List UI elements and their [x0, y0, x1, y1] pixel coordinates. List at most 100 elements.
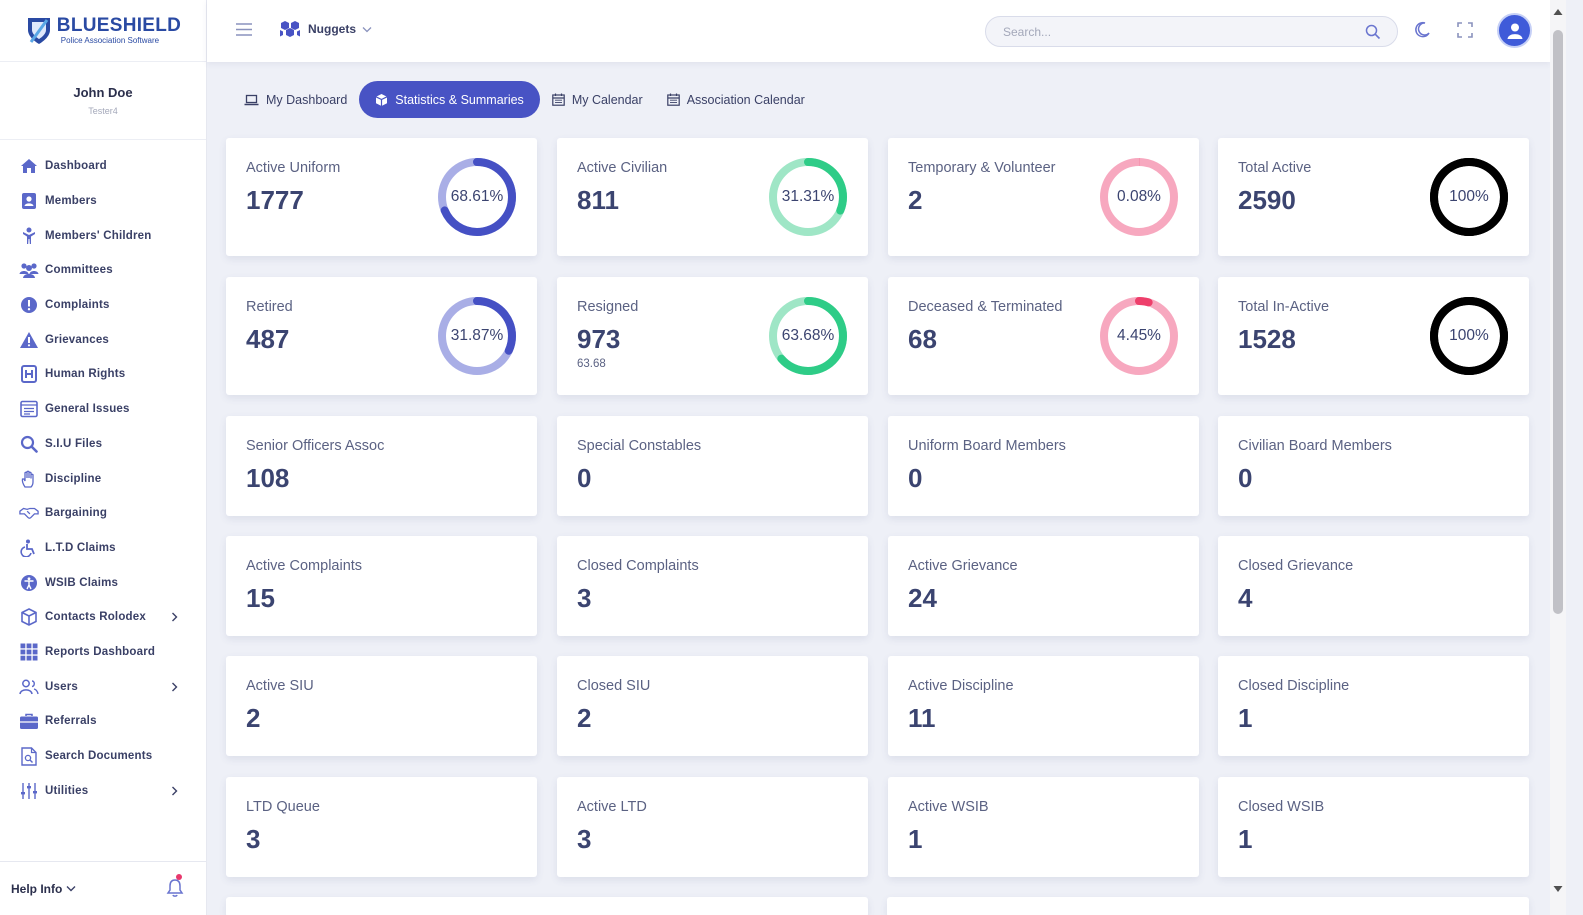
stat-card-active-ltd[interactable]: Active LTD 3 [557, 777, 868, 877]
stat-card-temporary-volunteer[interactable]: Temporary & Volunteer 2 0.08% [888, 138, 1199, 256]
stat-card-active-wsib[interactable]: Active WSIB 1 [888, 777, 1199, 877]
user-avatar[interactable] [1497, 13, 1532, 48]
sidebar-item-grievances[interactable]: Grievances [0, 322, 206, 357]
stat-card-active-discipline[interactable]: Active Discipline 11 [888, 656, 1199, 756]
stat-card-closed-siu[interactable]: Closed SIU 2 [557, 656, 868, 756]
sidebar-item-utilities[interactable]: Utilities [0, 773, 206, 808]
sidebar-item-wsib-claims[interactable]: WSIB Claims [0, 565, 206, 600]
sidebar-item-discipline[interactable]: Discipline [0, 461, 206, 496]
cube-icon [19, 607, 39, 627]
stat-card-active-siu[interactable]: Active SIU 2 [226, 656, 537, 756]
stat-value: 973 [577, 324, 621, 354]
stat-card-total-in-active[interactable]: Total In-Active 1528 100% [1218, 277, 1529, 395]
sidebar-item-committees[interactable]: Committees [0, 253, 206, 288]
scrollbar-thumb[interactable] [1553, 30, 1563, 614]
stat-label: Active Discipline [908, 678, 1014, 694]
sidebar-item-dashboard[interactable]: Dashboard [0, 149, 206, 184]
stat-card-closed-grievance[interactable]: Closed Grievance 4 [1218, 536, 1529, 636]
stat-card-active-civilian[interactable]: Active Civilian 811 31.31% [557, 138, 868, 256]
wheelchair-icon [19, 538, 39, 558]
scroll-down-icon[interactable] [1553, 885, 1563, 893]
percent-donut-chart [438, 158, 516, 236]
stat-card-ltd-queue[interactable]: LTD Queue 3 [226, 777, 537, 877]
tab-my-calendar[interactable]: My Calendar [540, 81, 655, 118]
stat-label: Deceased & Terminated [908, 299, 1063, 315]
stat-card-special-constables[interactable]: Special Constables 0 [557, 416, 868, 516]
stat-label: Special Constables [577, 438, 702, 454]
stat-card-civilian-board-members[interactable]: Civilian Board Members 0 [1218, 416, 1529, 516]
stat-label: Active Grievance [908, 558, 1018, 574]
stat-label: LTD Queue [246, 799, 320, 815]
sidebar-item-label: S.I.U Files [45, 437, 103, 450]
sidebar-item-bargaining[interactable]: Bargaining [0, 496, 206, 531]
stat-label: Retired [246, 299, 293, 315]
percent-donut-chart [769, 158, 847, 236]
sidebar-item-members[interactable]: Members [0, 184, 206, 219]
chevron-down-icon [362, 26, 372, 32]
nuggets-dropdown[interactable]: Nuggets [278, 19, 372, 39]
stat-label: Active LTD [577, 799, 647, 815]
home-icon [19, 156, 39, 176]
stat-card-active-uniform[interactable]: Active Uniform 1777 68.61% [226, 138, 537, 256]
chevron-right-icon [172, 682, 178, 692]
stat-value: 2 [577, 703, 592, 733]
dark-mode-icon[interactable] [1413, 21, 1431, 39]
sidebar-item-users[interactable]: Users [0, 669, 206, 704]
brand-logo[interactable]: BLUESHIELD Police Association Software [25, 16, 181, 46]
stat-card-uniform-board-members[interactable]: Uniform Board Members 0 [888, 416, 1199, 516]
sidebar-item-members-children[interactable]: Members' Children [0, 218, 206, 253]
percent-label: 68.61% [450, 188, 504, 205]
stat-label: Active Uniform [246, 160, 341, 176]
fullscreen-icon[interactable] [1457, 22, 1473, 38]
stat-card-deceased-terminated[interactable]: Deceased & Terminated 68 4.45% [888, 277, 1199, 395]
scroll-up-icon[interactable] [1553, 8, 1563, 16]
help-info-label: Help Info [11, 881, 63, 896]
tab-my-dashboard[interactable]: My Dashboard [232, 81, 359, 118]
stat-card-closed-complaints[interactable]: Closed Complaints 3 [557, 536, 868, 636]
sidebar-item-search-documents[interactable]: Search Documents [0, 739, 206, 774]
search-input[interactable] [1003, 24, 1343, 39]
sidebar-item-label: Reports Dashboard [45, 645, 156, 658]
stat-card-closed-discipline[interactable]: Closed Discipline 1 [1218, 656, 1529, 756]
brand-tagline: Police Association Software [60, 36, 160, 45]
search-icon[interactable] [1365, 24, 1381, 40]
tab-statistics-summaries[interactable]: Statistics & Summaries [359, 81, 540, 118]
sidebar-item-human-rights[interactable]: Human Rights [0, 357, 206, 392]
stat-value: 2590 [1238, 185, 1296, 215]
stat-value: 2 [246, 703, 261, 733]
sidebar-item-referrals[interactable]: Referrals [0, 704, 206, 739]
sidebar-item-siu-files[interactable]: S.I.U Files [0, 427, 206, 462]
sidebar-item-label: Human Rights [45, 368, 126, 381]
stat-value: 15 [246, 583, 275, 613]
bell-icon[interactable] [166, 878, 184, 898]
handshake-icon [19, 503, 39, 523]
stat-label: Closed Discipline [1238, 678, 1350, 694]
stat-card-resigned[interactable]: Resigned 973 63.68 63.68% [557, 277, 868, 395]
page-scrollbar[interactable] [1550, 0, 1566, 915]
stat-value: 1 [908, 824, 923, 854]
stat-value: 0 [1238, 463, 1253, 493]
stat-card-senior-officers-assoc[interactable]: Senior Officers Assoc 108 [226, 416, 537, 516]
sidebar-item-general-issues[interactable]: General Issues [0, 392, 206, 427]
stat-label: Temporary & Volunteer [908, 160, 1056, 176]
stat-value: 4 [1238, 583, 1253, 613]
stat-value: 24 [908, 583, 937, 613]
stat-card-active-complaints[interactable]: Active Complaints 15 [226, 536, 537, 636]
stat-card-closed-wsib[interactable]: Closed WSIB 1 [1218, 777, 1529, 877]
menu-toggle-icon[interactable] [235, 22, 253, 37]
stat-value: 0 [908, 463, 923, 493]
help-info-menu[interactable]: Help Info [0, 861, 206, 915]
sidebar-item-label: WSIB Claims [45, 576, 119, 589]
stat-card-total-active[interactable]: Total Active 2590 100% [1218, 138, 1529, 256]
sidebar-item-ltd-claims[interactable]: L.T.D Claims [0, 531, 206, 566]
stat-card-active-grievance[interactable]: Active Grievance 24 [888, 536, 1199, 636]
stat-value: 811 [577, 185, 619, 215]
tab-association-calendar[interactable]: Association Calendar [655, 81, 817, 118]
sidebar-item-reports-dashboard[interactable]: Reports Dashboard [0, 635, 206, 670]
stat-card-retired[interactable]: Retired 487 31.87% [226, 277, 537, 395]
stat-value: 1528 [1238, 324, 1296, 354]
sidebar-item-complaints[interactable]: Complaints [0, 288, 206, 323]
grid-icon [19, 642, 39, 662]
percent-donut-chart [1430, 297, 1508, 375]
sidebar-item-contacts-rolodex[interactable]: Contacts Rolodex [0, 600, 206, 635]
